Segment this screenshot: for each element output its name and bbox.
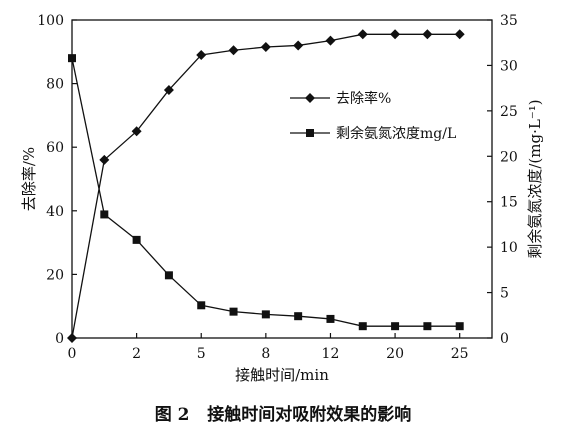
left-y-axis: 0 20 40 60 80 100 bbox=[37, 13, 77, 347]
series-layer bbox=[67, 29, 465, 343]
x-axis: 0 2 5 8 12 20 25 bbox=[68, 333, 469, 362]
removal-rate-line bbox=[71, 33, 460, 339]
right-y-tick-label: 15 bbox=[500, 195, 518, 211]
residual-ammonia-point bbox=[326, 314, 335, 323]
x-tick-label: 2 bbox=[132, 346, 141, 362]
removal-rate-point bbox=[99, 154, 110, 165]
x-tick-label: 0 bbox=[68, 346, 77, 362]
right-y-tick-label: 20 bbox=[500, 149, 518, 165]
residual-ammonia-point bbox=[294, 312, 303, 321]
removal-rate-point bbox=[325, 35, 336, 46]
residual-ammonia-point bbox=[423, 322, 432, 331]
x-axis-title: 接触时间/min bbox=[235, 366, 329, 384]
residual-ammonia-point bbox=[391, 322, 400, 331]
removal-rate-point bbox=[454, 29, 465, 40]
residual-ammonia-point bbox=[261, 310, 270, 319]
left-y-axis-title: 去除率/% bbox=[20, 147, 38, 211]
removal-rate-point bbox=[228, 45, 239, 56]
figure-caption: 图 2 接触时间对吸附效果的影响 bbox=[155, 404, 412, 425]
residual-ammonia-point bbox=[132, 235, 141, 244]
residual-ammonia-point bbox=[197, 301, 206, 310]
removal-rate-point bbox=[196, 49, 207, 60]
removal-rate-point bbox=[357, 29, 368, 40]
legend-marker-removal-rate bbox=[305, 93, 315, 103]
plot-border bbox=[71, 19, 493, 339]
right-y-tick-label: 10 bbox=[500, 240, 518, 256]
x-tick-label: 20 bbox=[386, 346, 404, 362]
series-residual-ammonia bbox=[68, 54, 464, 331]
x-tick-label: 25 bbox=[451, 346, 469, 362]
left-y-tick-label: 40 bbox=[46, 204, 64, 220]
removal-rate-point bbox=[390, 29, 401, 40]
removal-rate-point bbox=[131, 126, 142, 137]
right-y-axis: 0 5 10 15 20 25 30 35 bbox=[487, 13, 518, 347]
left-y-tick-label: 0 bbox=[55, 331, 64, 347]
residual-ammonia-line bbox=[71, 58, 460, 327]
x-tick-label: 8 bbox=[261, 346, 270, 362]
right-y-tick-label: 0 bbox=[500, 331, 509, 347]
residual-ammonia-point bbox=[164, 271, 173, 280]
residual-ammonia-point bbox=[229, 307, 238, 316]
right-y-tick-label: 25 bbox=[500, 104, 518, 120]
x-tick-label: 5 bbox=[197, 346, 206, 362]
x-tick-label: 12 bbox=[322, 346, 340, 362]
legend-label-removal-rate: 去除率% bbox=[336, 90, 391, 107]
residual-ammonia-point bbox=[455, 322, 464, 331]
left-y-tick-label: 80 bbox=[46, 77, 64, 93]
residual-ammonia-point bbox=[100, 210, 109, 219]
residual-ammonia-point bbox=[358, 322, 367, 331]
left-y-tick-label: 100 bbox=[37, 13, 64, 29]
series-removal-rate bbox=[67, 29, 465, 343]
residual-ammonia-point bbox=[68, 54, 76, 63]
legend-marker-residual-ammonia bbox=[306, 129, 314, 137]
removal-rate-point bbox=[67, 333, 77, 343]
removal-rate-point bbox=[163, 84, 174, 95]
legend-label-residual-ammonia: 剩余氨氮浓度mg/L bbox=[336, 125, 456, 142]
removal-rate-point bbox=[293, 40, 304, 51]
right-y-tick-label: 30 bbox=[500, 58, 518, 74]
removal-rate-point bbox=[422, 29, 433, 40]
right-y-axis-title: 剩余氨氮浓度/(mg·L⁻¹) bbox=[526, 99, 544, 258]
left-y-tick-label: 20 bbox=[46, 267, 64, 283]
plot-frame bbox=[71, 19, 493, 339]
removal-rate-point bbox=[260, 42, 271, 53]
right-y-tick-label: 5 bbox=[500, 286, 509, 302]
legend: 去除率% 剩余氨氮浓度mg/L bbox=[290, 90, 456, 142]
right-y-tick-label: 35 bbox=[500, 13, 518, 29]
left-y-tick-label: 60 bbox=[46, 140, 64, 156]
